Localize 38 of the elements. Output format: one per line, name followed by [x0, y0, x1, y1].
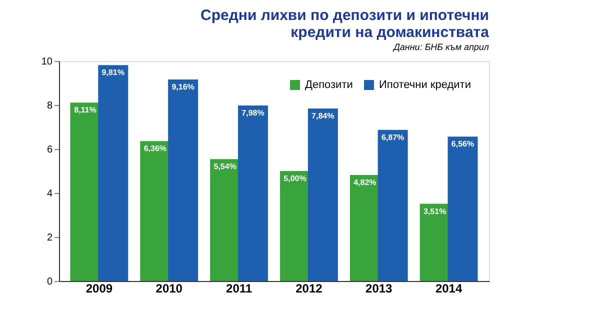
data-label: 9,16%	[172, 82, 194, 92]
bar	[238, 105, 268, 281]
data-label: 6,87%	[381, 132, 404, 142]
bar	[378, 130, 408, 281]
y-tick-label: 2	[46, 232, 53, 244]
x-tick-label: 2010	[156, 282, 183, 296]
x-tick-label: 2011	[226, 282, 252, 296]
data-label: 8,11%	[74, 106, 96, 115]
x-tick-label: 2012	[296, 282, 323, 296]
x-tick-label: 2013	[366, 282, 393, 296]
bar	[98, 65, 128, 281]
bar	[448, 136, 478, 281]
data-label: 4,82%	[354, 178, 376, 187]
x-tick-label: 2009	[86, 282, 113, 296]
data-label: 3,51%	[424, 206, 446, 216]
data-label: 5,54%	[214, 162, 236, 172]
data-label: 6,36%	[144, 144, 167, 154]
data-label: 5,00%	[284, 174, 306, 183]
text: кредити на домакинствата	[290, 24, 489, 41]
y-tick-label: 0	[46, 276, 53, 288]
y-tick-label: 4	[46, 188, 53, 200]
legend-label: Депозити	[305, 79, 353, 91]
y-tick-label: 6	[46, 144, 53, 156]
bar	[140, 141, 170, 281]
bar	[70, 102, 100, 281]
data-label: 7,84%	[312, 112, 334, 121]
data-label: 6,56%	[451, 140, 474, 149]
data-label: 7,98%	[242, 108, 264, 118]
data-label: 9,81%	[102, 68, 124, 78]
y-tick-label: 8	[46, 100, 53, 112]
text: Средни лихви по депозити и ипотечни	[200, 7, 489, 24]
y-tick-label: 10	[41, 56, 53, 68]
x-tick-label: 2014	[435, 282, 462, 296]
bar	[350, 174, 380, 281]
text: Данни: БНБ към април	[392, 42, 489, 52]
bar	[168, 79, 198, 281]
legend-label: Ипотечни кредити	[379, 79, 471, 91]
bar	[308, 108, 338, 281]
